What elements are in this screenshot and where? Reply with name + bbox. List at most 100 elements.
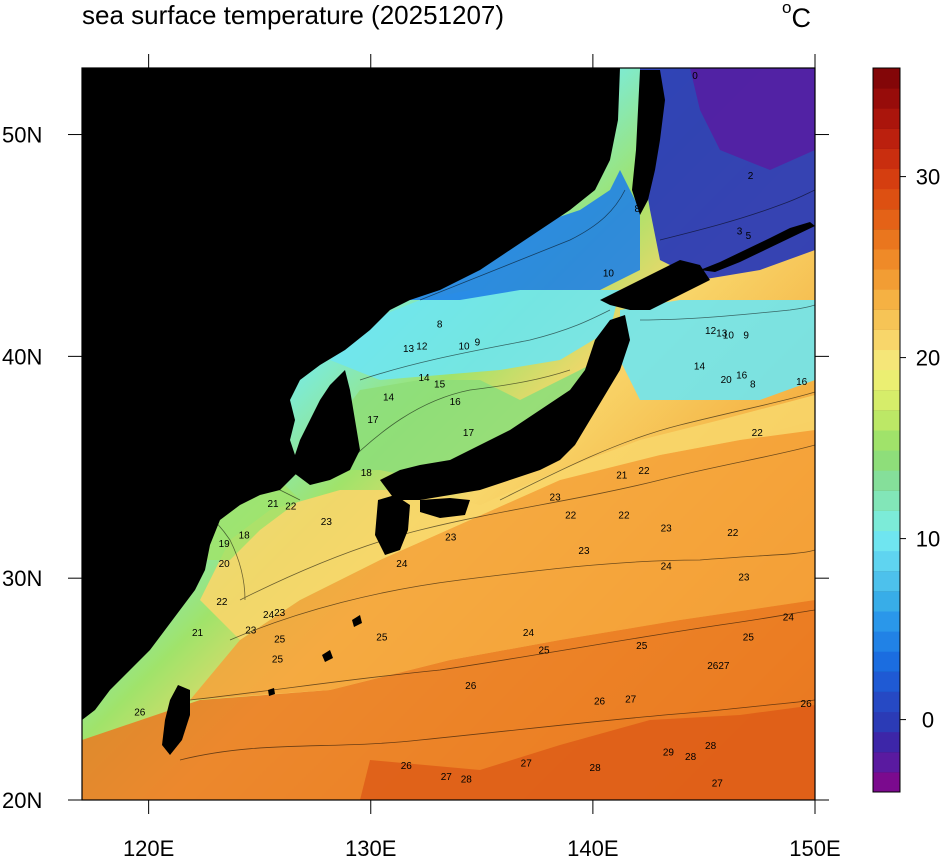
contour-label: 22 [752, 428, 764, 439]
contour-label: 22 [285, 501, 297, 512]
contour-label: 27 [625, 694, 637, 705]
contour-label: 25 [538, 646, 550, 657]
contour-label: 22 [638, 466, 650, 477]
lon-tick-label: 150E [789, 836, 840, 858]
contour-label: 24 [263, 610, 275, 621]
colorbar-tick-label: 10 [916, 527, 940, 552]
contour-line-2 [189, 609, 815, 701]
contour-label: 24 [523, 628, 535, 639]
colorbar-segment [873, 751, 900, 773]
contour-label: 19 [219, 539, 231, 550]
contour-label: 26 [134, 708, 146, 719]
contour-label: 16 [796, 377, 808, 388]
contour-label: 2 [748, 171, 754, 182]
colorbar-segment [873, 309, 900, 330]
contour-line-5 [499, 391, 815, 501]
lon-axis: 120E 130E 140E 150E [123, 54, 841, 858]
contour-label: 18 [361, 468, 373, 479]
contour-label: 13 [716, 328, 728, 339]
contour-label: 26 [801, 699, 813, 710]
contour-label: 20 [721, 375, 733, 386]
contour-label: 17 [463, 428, 475, 439]
sst-band-deep-okhotsk [690, 68, 815, 170]
contour-label: 23 [245, 626, 257, 637]
unit-label: oC [782, 0, 811, 33]
colorbar-segment [873, 389, 900, 411]
contour-label: 9 [475, 337, 481, 348]
contour-label: 23 [274, 608, 286, 619]
contour-label: 10 [603, 269, 615, 280]
contour-label: 5 [746, 231, 752, 242]
colorbar-segment [873, 289, 900, 310]
contour-label: 16 [450, 397, 462, 408]
contour-label: 24 [783, 612, 795, 623]
contour-label: 14 [219, 448, 231, 459]
contour-label: 0 [692, 71, 698, 82]
contour-label: 25 [272, 654, 284, 665]
colorbar-segment [873, 550, 900, 572]
colorbar-segment [873, 771, 900, 793]
map-title: sea surface temperature (20251207) [82, 0, 505, 30]
contour-label: 25 [743, 632, 755, 643]
contour-label: 27 [521, 759, 533, 770]
contour-label: 28 [590, 763, 602, 774]
land-hokkaido [600, 260, 710, 310]
colorbar-segment [873, 269, 900, 290]
contour-label: 8 [635, 204, 641, 215]
contour-line-6 [339, 369, 571, 471]
colorbar-segment [873, 570, 900, 592]
contour-label: 12 [705, 326, 717, 337]
sst-band-green-sea-of-japan [330, 340, 620, 480]
contour-label: 28 [705, 741, 717, 752]
land-kurils [700, 222, 815, 272]
contour-label: 25 [274, 635, 286, 646]
colorbar-segment [873, 530, 900, 552]
colorbar-segment [873, 651, 900, 672]
contour-label: 8 [437, 320, 443, 331]
colorbar-segment [873, 349, 900, 371]
colorbar-segment [873, 691, 900, 713]
sst-band-cyan-pacific [620, 300, 815, 400]
contour-label: 29 [663, 748, 675, 759]
contour-label: 7 [104, 382, 110, 393]
contour-lines [119, 189, 815, 761]
contour-label: 25 [636, 641, 648, 652]
contour-label: 25 [376, 632, 388, 643]
contour-label: 20 [219, 559, 231, 570]
contour-label: 21 [192, 628, 204, 639]
colorbar: 0 10 20 30 [872, 67, 940, 793]
colorbar-segment [873, 228, 900, 250]
land-honshu [380, 315, 630, 500]
contour-label: 10 [723, 331, 735, 342]
sst-band-cyan-north-sea [330, 290, 620, 380]
colorbar-segment [873, 249, 900, 270]
lat-tick-label: 30N [2, 566, 42, 591]
contour-label: 22 [727, 528, 739, 539]
contour-label: 28 [685, 752, 697, 763]
colorbar-frame [872, 67, 901, 793]
contour-label: 14 [419, 373, 431, 384]
colorbar-segment [873, 470, 900, 491]
contour-label: 14 [694, 362, 706, 373]
colorbar-segment [873, 731, 900, 753]
contour-label: 24 [661, 561, 673, 572]
contour-label: 13 [212, 437, 224, 448]
contour-label: 23 [321, 517, 333, 528]
colorbar-segment [873, 369, 900, 391]
land-korea [290, 370, 360, 485]
colorbar-segment [873, 490, 900, 511]
contour-label: 10 [458, 342, 470, 353]
contour-label: 27 [441, 772, 453, 783]
land-asia-mainland [82, 68, 620, 720]
contour-label: 22 [565, 510, 577, 521]
colorbar-segment [873, 128, 900, 149]
land-ryukyu-2 [352, 615, 362, 627]
contour-label: 14 [383, 393, 395, 404]
sst-band-yellow [200, 395, 815, 640]
contour-label: 26 [401, 761, 413, 772]
contour-label: 9 [743, 331, 749, 342]
contour-label: 23 [550, 493, 562, 504]
contour-label: 22 [618, 510, 630, 521]
contour-line-3 [229, 549, 815, 641]
colorbar-segment [873, 108, 900, 129]
